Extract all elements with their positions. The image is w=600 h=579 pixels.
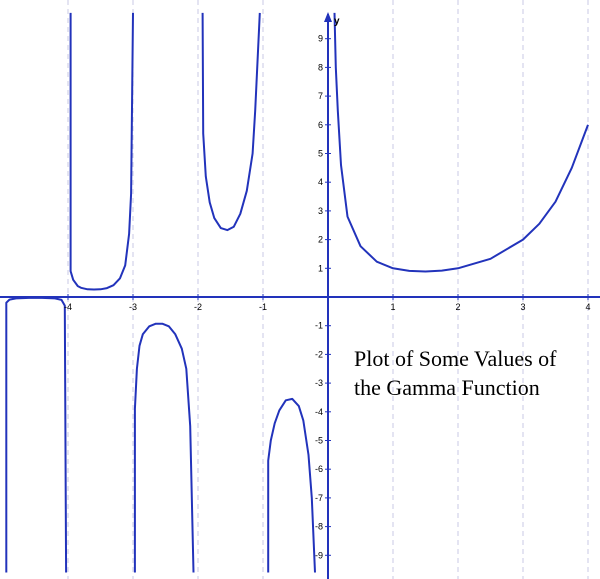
y-tick-label: -3 xyxy=(315,378,323,388)
y-tick-label: -1 xyxy=(315,321,323,331)
x-tick-label: 2 xyxy=(455,302,460,312)
x-tick-label: -3 xyxy=(129,302,137,312)
x-tick-label: -1 xyxy=(259,302,267,312)
y-tick-label: 9 xyxy=(318,34,323,44)
y-tick-label: -2 xyxy=(315,349,323,359)
y-tick-label: -8 xyxy=(315,522,323,532)
y-tick-label: 4 xyxy=(318,177,323,187)
gamma-curve-branch xyxy=(5,296,68,573)
annotation-line-1: Plot of Some Values of xyxy=(354,346,557,371)
y-tick-label: -7 xyxy=(315,493,323,503)
vertical-grid xyxy=(67,0,589,579)
y-tick-label: 2 xyxy=(318,235,323,245)
annotation-line-2: the Gamma Function xyxy=(354,375,540,400)
gamma-curve xyxy=(5,12,589,573)
x-tick-label: 3 xyxy=(520,302,525,312)
x-tick-label: 4 xyxy=(585,302,590,312)
axes: y xyxy=(0,12,600,579)
y-tick-label: -9 xyxy=(315,550,323,560)
y-tick-label: -6 xyxy=(315,464,323,474)
gamma-curve-branch xyxy=(133,322,195,573)
y-tick-label: 8 xyxy=(318,62,323,72)
chart-annotation: Plot of Some Values of the Gamma Functio… xyxy=(354,346,557,400)
y-tick-label: 1 xyxy=(318,263,323,273)
gamma-curve-branch xyxy=(333,12,589,273)
x-tick-label: -4 xyxy=(64,302,72,312)
gamma-curve-branch xyxy=(267,397,316,573)
axis-ticks: -4 -3 -2 -1 1 2 3 4 -9 -8 -7 -6 -5 -4 -3 -2 -1 1 2 3 4 5 6 7 8 9 xyxy=(64,34,591,561)
y-tick-label: 6 xyxy=(318,120,323,130)
y-tick-label: -4 xyxy=(315,407,323,417)
gamma-curve-branch xyxy=(201,12,261,232)
y-axis-label: y xyxy=(334,16,340,27)
y-axis-arrow-icon xyxy=(324,12,332,22)
y-tick-label: 5 xyxy=(318,149,323,159)
x-tick-label: -2 xyxy=(194,302,202,312)
y-tick-label: 3 xyxy=(318,206,323,216)
x-tick-label: 1 xyxy=(390,302,395,312)
y-tick-label: -5 xyxy=(315,436,323,446)
gamma-curve-branch xyxy=(69,12,134,291)
y-tick-label: 7 xyxy=(318,91,323,101)
